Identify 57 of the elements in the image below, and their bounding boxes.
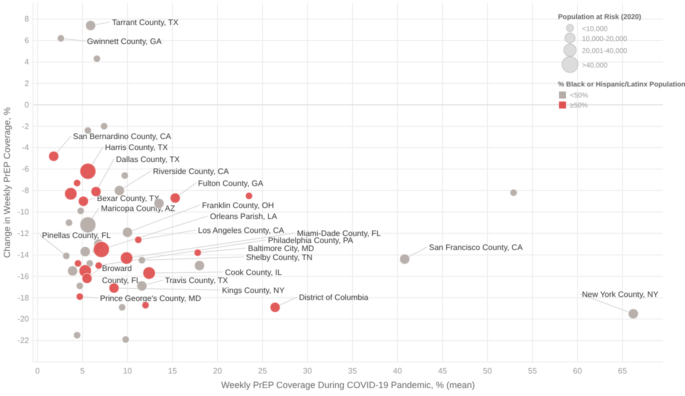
annotation: Shelby County, TN <box>246 253 313 262</box>
annotation: Baltimore City, MD <box>248 244 314 253</box>
y-tick-label: -20 <box>17 314 30 324</box>
x-tick-label: 25 <box>258 366 268 376</box>
annotation: Fulton County, GA <box>198 179 264 188</box>
y-tick-label: -2 <box>22 122 30 131</box>
annotation: Cook County, IL <box>225 268 282 277</box>
annotation: Miami-Dade County, FL <box>297 229 382 238</box>
x-tick-label: 30 <box>303 366 312 376</box>
y-tick-label: -8 <box>22 186 30 196</box>
annotation: Prince George's County, MD <box>100 294 202 303</box>
x-tick-label: 0 <box>35 366 40 376</box>
x-tick-label: 50 <box>483 366 492 376</box>
annotation: Philadelphia County, PA <box>268 236 354 245</box>
y-tick-label: -18 <box>17 293 30 302</box>
y-tick-label: -22 <box>17 336 30 346</box>
y-tick-label: -4 <box>22 143 30 152</box>
y-tick-label: -12 <box>17 228 30 238</box>
annotation: Dallas County, TX <box>116 155 180 164</box>
x-tick-label: 20 <box>213 366 222 376</box>
y-tick-label: 8 <box>24 14 30 24</box>
x-tick-label: 15 <box>168 366 178 376</box>
y-tick-label: 6 <box>24 36 30 46</box>
annotation: District of Columbia <box>299 293 369 302</box>
annotation: Franklin County, OH <box>202 201 274 210</box>
annotation: Kings County, NY <box>222 286 286 295</box>
y-tick-label: -10 <box>17 208 30 217</box>
annotation: Tarrant County, TX <box>112 18 180 27</box>
x-tick-label: 10 <box>123 366 132 376</box>
x-tick-label: 55 <box>528 366 538 376</box>
x-tick-label: 60 <box>573 366 582 376</box>
x-tick-label: 35 <box>348 366 358 376</box>
x-tick-label: 65 <box>618 366 628 376</box>
y-tick-label: -6 <box>22 164 30 174</box>
annotation: Maricopa County, AZ <box>101 204 176 213</box>
y-tick-label: -16 <box>17 272 30 281</box>
y-tick-label: 2 <box>24 78 30 88</box>
annotation: Harris County, TX <box>105 143 168 152</box>
annotation: Broward County, FL <box>102 264 142 285</box>
annotation: Riverside County, CA <box>153 167 230 176</box>
y-axis-title: Change in Weekly PrEP Coverage, % <box>2 107 12 258</box>
annotation: Orleans Parish, LA <box>210 212 278 221</box>
annotation: Gwinnett County, GA <box>87 37 162 46</box>
annotation: Bexar County, TX <box>97 194 160 203</box>
x-tick-label: 45 <box>438 366 448 376</box>
annotation: Travis County, TX <box>165 276 229 285</box>
annotation: New York County, NY <box>582 290 659 299</box>
y-tick-label: 0 <box>24 100 30 110</box>
x-axis-title: Weekly PrEP Coverage During COVID-19 Pandemic, % (mean) <box>221 380 475 390</box>
annotation: Los Angeles County, CA <box>198 226 285 235</box>
annotation: San Francisco County, CA <box>429 243 524 252</box>
x-tick-label: 5 <box>80 366 86 376</box>
y-tick-label: -14 <box>17 250 30 260</box>
y-tick-label: 4 <box>24 58 30 66</box>
annotation: San Bernardino County, CA <box>73 132 172 141</box>
annotation: Pinellas County, FL <box>42 231 112 240</box>
x-tick-label: 40 <box>393 366 402 376</box>
